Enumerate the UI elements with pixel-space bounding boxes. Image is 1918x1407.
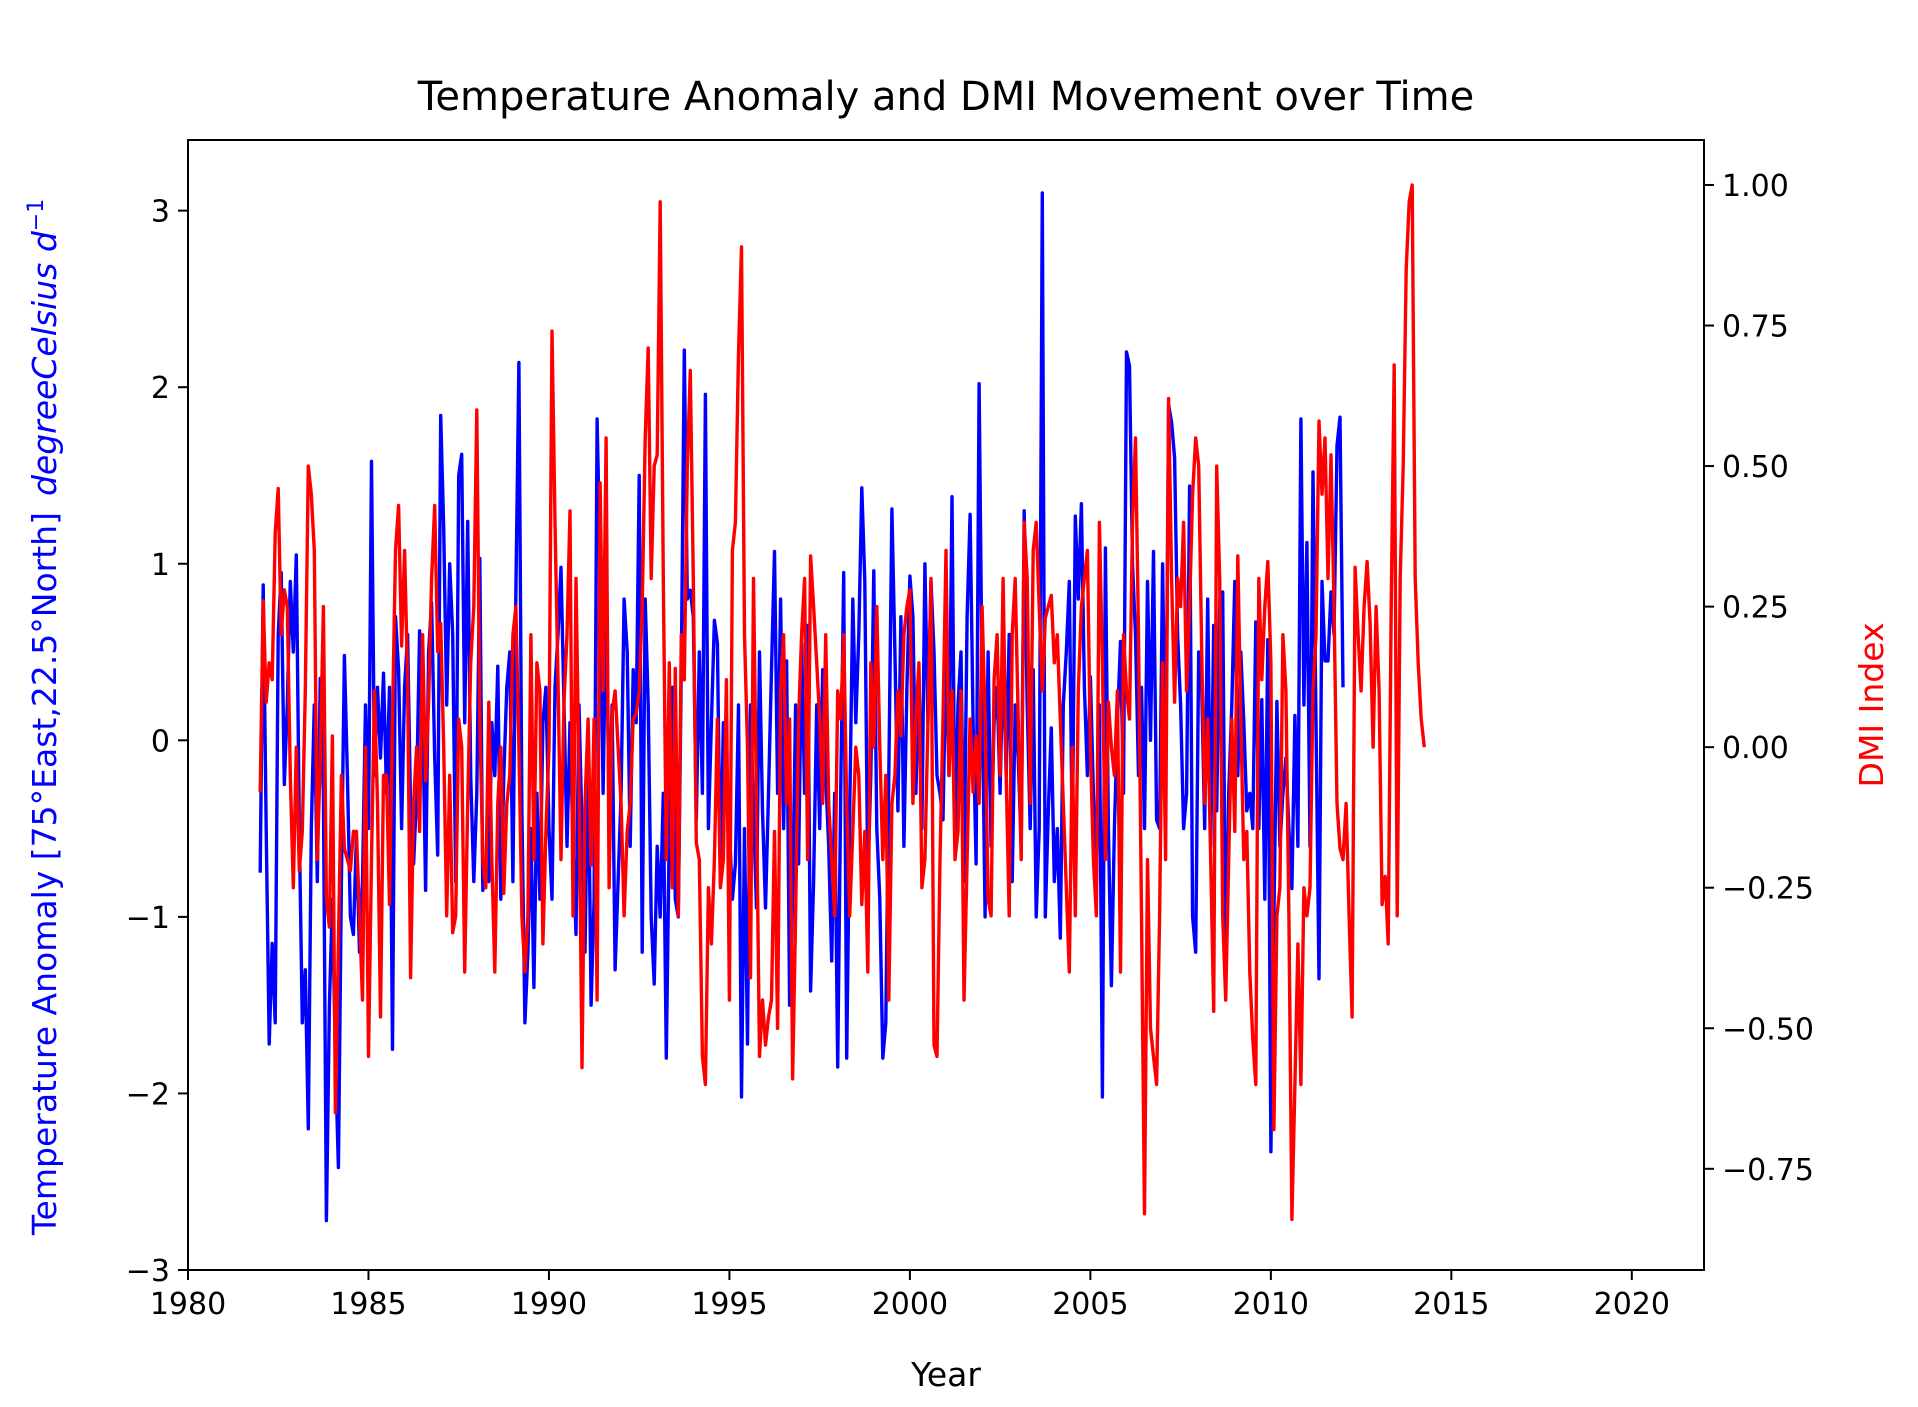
left-y-tick-label: −2 [126,1077,170,1112]
right-y-tick-label: 0.25 [1722,591,1789,626]
left-y-tick-label: −1 [126,901,170,936]
left-y-tick-label: 2 [151,371,170,406]
plot-frame [187,139,1705,1271]
x-tick-label: 2010 [1233,1287,1309,1322]
right-y-axis-label: DMI Index [1852,623,1891,788]
right-y-tick-label: −0.50 [1722,1012,1814,1047]
series-layer [258,183,1426,1223]
right-y-tick-label: −0.75 [1722,1153,1814,1188]
right-y-tick-label: 0.75 [1722,310,1789,345]
left-y-tick-label: 1 [151,548,170,583]
x-tick-label: 1995 [691,1287,767,1322]
x-tick-label: 1980 [150,1287,226,1322]
left-y-tick-label: 0 [151,724,170,759]
left-y-tick-label: −3 [126,1254,170,1289]
x-tick-label: 2020 [1594,1287,1670,1322]
left-y-axis-label: Temperature Anomaly [75°East,22.5°North]… [24,199,64,1236]
left-y-axis-label-unit: degreeCelsius d [25,230,64,496]
x-tick-label: 2000 [872,1287,948,1322]
right-y-axis-ticks: −0.75 −0.50 −0.25 0.00 0.25 0.50 0.75 1.00 [1704,169,1814,1188]
right-y-tick-label: 0.50 [1722,450,1789,485]
left-y-tick-label: 3 [151,195,170,230]
chart-title: Temperature Anomaly and DMI Movement ove… [417,74,1474,120]
x-tick-label: 2005 [1052,1287,1128,1322]
left-y-axis-label-main: Temperature Anomaly [75°East,22.5°North] [25,512,64,1236]
x-tick-label: 1990 [511,1287,587,1322]
right-y-tick-label: −0.25 [1722,872,1814,907]
x-axis-label: Year [910,1355,981,1394]
right-y-tick-label: 0.00 [1722,731,1789,766]
x-tick-label: 1985 [330,1287,406,1322]
left-y-axis-ticks: −3 −2 −1 0 1 2 3 [126,195,188,1289]
x-axis-ticks: 1980 1985 1990 1995 2000 2005 2010 2015 2020 [150,1270,1670,1322]
left-y-axis-label-unit-exponent: −1 [24,199,49,231]
dmi-index-line [258,183,1426,1222]
x-tick-label: 2015 [1413,1287,1489,1322]
right-y-tick-label: 1.00 [1722,169,1789,204]
